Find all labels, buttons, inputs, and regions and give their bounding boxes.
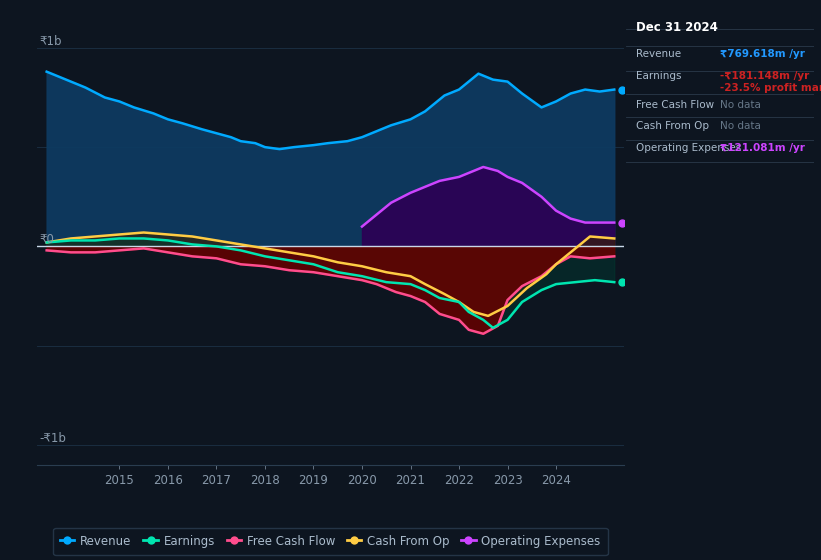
Text: Cash From Op: Cash From Op [635,121,709,131]
Legend: Revenue, Earnings, Free Cash Flow, Cash From Op, Operating Expenses: Revenue, Earnings, Free Cash Flow, Cash … [53,528,608,555]
Text: ₹121.081m /yr: ₹121.081m /yr [720,143,805,153]
Text: Free Cash Flow: Free Cash Flow [635,100,714,110]
Text: ₹769.618m /yr: ₹769.618m /yr [720,49,805,59]
Text: ₹0: ₹0 [39,234,54,246]
Text: -₹181.148m /yr: -₹181.148m /yr [720,71,810,81]
Text: Dec 31 2024: Dec 31 2024 [635,21,718,34]
Text: No data: No data [720,121,761,131]
Text: Revenue: Revenue [635,49,681,59]
Text: Operating Expenses: Operating Expenses [635,143,741,153]
Text: -23.5% profit margin: -23.5% profit margin [720,83,821,93]
Text: -₹1b: -₹1b [39,432,67,445]
Text: Earnings: Earnings [635,71,681,81]
Text: ₹1b: ₹1b [39,35,62,48]
Text: No data: No data [720,100,761,110]
